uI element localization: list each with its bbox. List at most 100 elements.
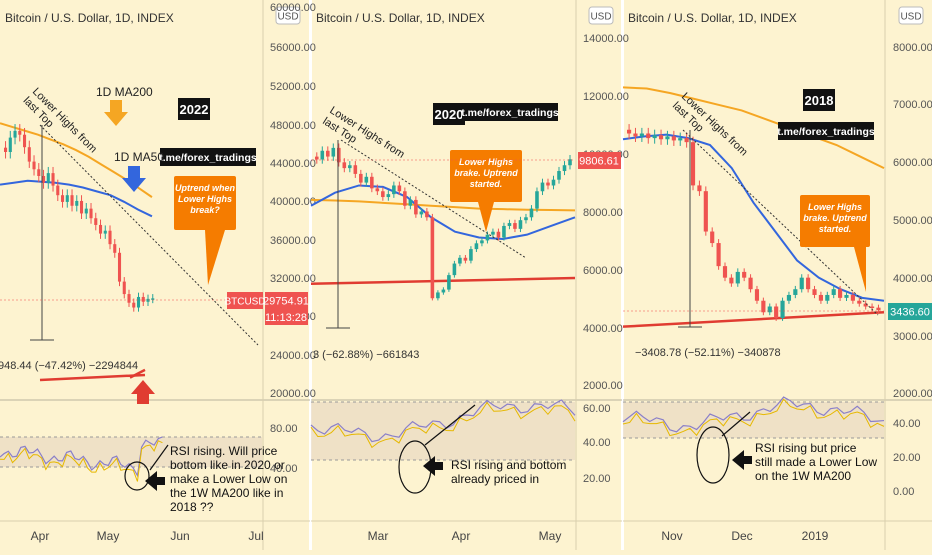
candle-body bbox=[108, 230, 112, 245]
rsi-note-line: 2018 ?? bbox=[170, 500, 214, 514]
candle-body bbox=[337, 147, 341, 163]
link-badge-label: t.me/forex_tradings bbox=[777, 126, 875, 138]
ma50-label: 1D MA50 bbox=[114, 150, 164, 164]
candle-body bbox=[397, 185, 402, 192]
ma-1w200-segment bbox=[39, 373, 146, 382]
candle-body bbox=[665, 136, 670, 140]
rsi-trend-arrow bbox=[424, 404, 476, 446]
rsi-tick-label: 80.00 bbox=[270, 423, 298, 435]
year-badge bbox=[433, 103, 465, 125]
rsi-bottom-circle bbox=[124, 461, 150, 491]
panel-separator-2 bbox=[621, 0, 624, 550]
rsi-bottom-circle bbox=[696, 426, 730, 484]
candle-body bbox=[502, 225, 506, 238]
candle-body bbox=[32, 161, 36, 170]
candle-body bbox=[348, 165, 352, 169]
price-tick-label: 24000.00 bbox=[270, 350, 316, 362]
symbol-badge bbox=[227, 292, 263, 309]
rsi-tick-label: 40.00 bbox=[583, 437, 611, 449]
price-tick-label: 20000.00 bbox=[270, 388, 316, 400]
price-tick-label: 14000.00 bbox=[583, 33, 629, 45]
panel-p2020: Bitcoin / U.S. Dollar, 1D, INDEX USD 14000… bbox=[310, 0, 629, 550]
rsi-note-arrow bbox=[145, 471, 165, 491]
price-tick-label: 2000.00 bbox=[583, 380, 623, 392]
candle-body bbox=[671, 136, 676, 141]
callout-text-line: started. bbox=[470, 179, 503, 189]
candle-body bbox=[452, 263, 457, 276]
price-tick-label: 6000.00 bbox=[893, 157, 932, 169]
link-badge bbox=[778, 122, 874, 140]
candle-body bbox=[414, 199, 418, 215]
candle-body bbox=[342, 162, 347, 169]
candle-body bbox=[132, 302, 136, 308]
callout-text: Lower Highs brake. Uptrend started. bbox=[803, 202, 867, 234]
usd-badge bbox=[275, 6, 301, 25]
ma50-arrow bbox=[122, 166, 146, 192]
rsi-band bbox=[0, 437, 262, 467]
candle-body bbox=[793, 289, 798, 295]
countdown-badge bbox=[265, 309, 308, 325]
candle-body bbox=[70, 195, 74, 206]
rsi-line bbox=[622, 396, 885, 433]
candle-body bbox=[458, 257, 462, 264]
candle-body bbox=[761, 300, 766, 313]
candle-body bbox=[491, 231, 495, 235]
candle-body bbox=[627, 129, 632, 134]
candle-body bbox=[381, 191, 385, 198]
candle-body bbox=[633, 133, 638, 137]
rsi-line bbox=[0, 436, 163, 478]
candle-body bbox=[103, 230, 107, 234]
callout-box bbox=[450, 150, 522, 202]
candle-body bbox=[18, 130, 22, 135]
panel-separator-1 bbox=[309, 0, 312, 550]
candle-body bbox=[408, 199, 413, 206]
callout-text-line: Lower Highs bbox=[808, 202, 862, 212]
last-price-label: 9806.61 bbox=[579, 156, 619, 168]
ma200-line bbox=[622, 86, 885, 169]
price-tick-label: 48000.00 bbox=[270, 120, 316, 132]
usd-badge-label: USD bbox=[900, 12, 921, 23]
candle-body bbox=[136, 296, 141, 308]
candle-body bbox=[658, 135, 664, 140]
price-tick-label: 4000.00 bbox=[583, 323, 623, 335]
rsi-note-line: RSI rising and bottom bbox=[451, 458, 566, 472]
candle-body bbox=[79, 200, 84, 214]
usd-badge bbox=[588, 6, 614, 25]
callout-tail bbox=[854, 247, 866, 292]
candle-body bbox=[4, 147, 8, 152]
rsi-note-arrow bbox=[423, 456, 443, 476]
candle-body bbox=[748, 277, 753, 290]
candle-body bbox=[507, 223, 512, 226]
candle-body bbox=[722, 266, 728, 278]
time-tick-label: Dec bbox=[731, 529, 752, 543]
candle-body bbox=[684, 138, 689, 143]
usd-badge bbox=[898, 6, 924, 25]
candle-body bbox=[876, 307, 881, 311]
candle-body bbox=[353, 165, 358, 174]
price-tick-label: 5000.00 bbox=[893, 215, 932, 227]
rsi-note-line: RSI rising but price bbox=[755, 441, 857, 455]
ma200-arrow bbox=[104, 100, 128, 126]
candle-body bbox=[41, 176, 46, 183]
chart-title: Bitcoin / U.S. Dollar, 1D, INDEX bbox=[5, 11, 174, 25]
callout-text-line: Uptrend when bbox=[175, 183, 236, 193]
candle-body bbox=[857, 300, 862, 304]
candle-body bbox=[529, 208, 534, 218]
link-badge bbox=[160, 148, 256, 166]
measure-text: 948.44 (−47.42%) −2294844 bbox=[0, 360, 138, 372]
measure-text: 3 (−62.88%) −661843 bbox=[313, 349, 419, 361]
candle-body bbox=[480, 240, 484, 244]
candle-body bbox=[89, 208, 93, 219]
last-price-badge bbox=[578, 152, 621, 169]
candle-body bbox=[46, 173, 50, 183]
price-tick-label: 36000.00 bbox=[270, 235, 316, 247]
candle-body bbox=[113, 244, 117, 253]
candle-body bbox=[151, 298, 155, 300]
candle-body bbox=[441, 289, 446, 293]
candle-body bbox=[75, 200, 79, 206]
candle-body bbox=[646, 133, 651, 139]
rsi-tick-label: 20.00 bbox=[893, 452, 921, 464]
year-badge bbox=[803, 89, 835, 111]
callout-text-line: brake. Uptrend bbox=[454, 168, 518, 178]
